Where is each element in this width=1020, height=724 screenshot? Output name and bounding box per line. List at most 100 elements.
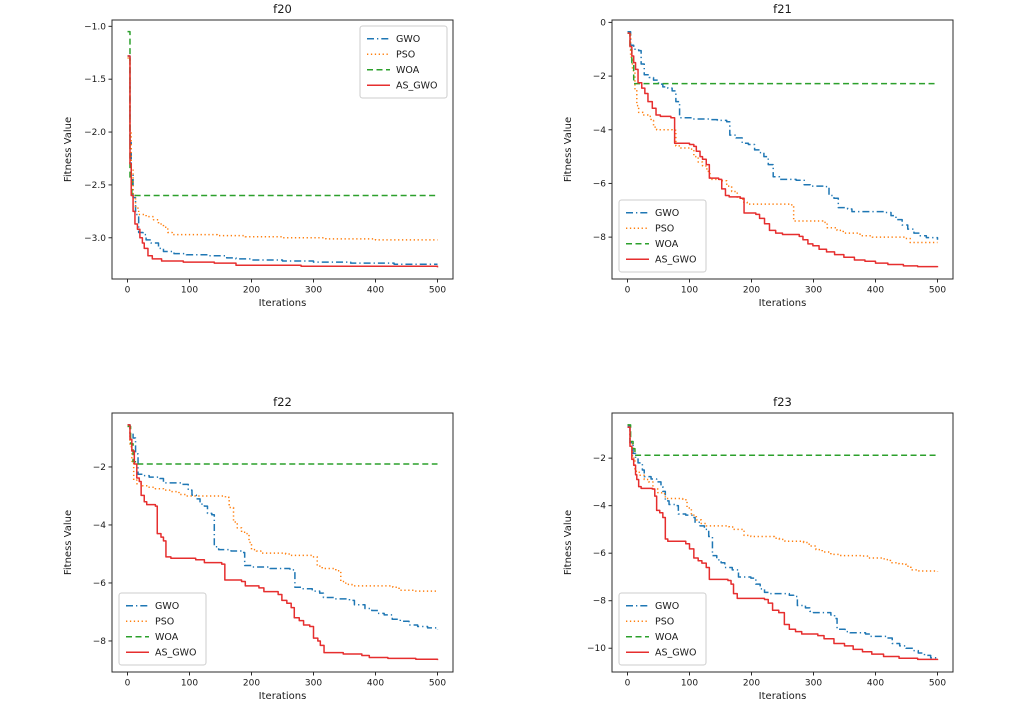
x-axis-label: Iterations	[259, 298, 307, 309]
x-tick-label: 200	[743, 286, 760, 296]
series-line-GWO	[127, 55, 438, 265]
x-tick-label: 200	[743, 679, 760, 689]
y-tick-label: −1.5	[84, 75, 106, 85]
legend-label-AS_GWO: AS_GWO	[396, 80, 438, 91]
y-axis-label: Fitness Value	[563, 510, 574, 575]
chart-panel-bottom-left: f22 0 100 200 300 400 500 −2 −4 −6 −8 Iterations Fit…	[58, 393, 478, 723]
legend-label-PSO: PSO	[396, 49, 415, 60]
y-tick-label: −8	[593, 233, 607, 243]
chart-svg: f22 0 100 200 300 400 500 −2 −4 −6 −8 Iterations Fit…	[63, 395, 454, 702]
chart-panel-top-right: f21 0 100 200 300 400 500 0 −2 −4 −6 −8 Iterations Fi…	[558, 0, 978, 330]
chart-svg: f23 0 100 200 300 400 500 −2 −4 −6 −8 −10 Iterations…	[563, 395, 954, 702]
y-tick-label: −4	[93, 521, 107, 531]
chart-title: f23	[773, 395, 792, 409]
x-tick-label: 500	[929, 679, 946, 689]
chart-title: f22	[273, 395, 292, 409]
y-tick-label: −4	[593, 126, 607, 136]
x-tick-label: 400	[367, 286, 384, 296]
x-tick-label: 100	[681, 679, 698, 689]
legend-label-PSO: PSO	[655, 223, 674, 234]
series-line-WOA	[127, 425, 438, 465]
chart-svg: f20 0 100 200 300 400 500 −1.0 −1.5 −2.0 −2.5 −3.0 I…	[63, 2, 454, 309]
chart-panel-top-left: f20 0 100 200 300 400 500 −1.0 −1.5 −2.0 −2.5 −3.0 I…	[58, 0, 478, 330]
y-tick-label: −10	[587, 644, 606, 654]
y-tick-label: −1.0	[84, 22, 106, 32]
x-tick-label: 400	[867, 679, 884, 689]
x-tick-label: 0	[625, 679, 631, 689]
legend-label-PSO: PSO	[155, 616, 174, 627]
series-line-AS_GWO	[127, 424, 439, 661]
series-line-WOA	[627, 424, 939, 457]
y-tick-label: −8	[93, 637, 107, 647]
x-tick-label: 0	[625, 286, 631, 296]
plot-border	[611, 412, 954, 673]
y-tick-label: −2	[93, 463, 106, 473]
y-axis-label: Fitness Value	[63, 510, 74, 575]
y-tick-label: −4	[593, 502, 607, 512]
y-tick-label: −6	[593, 179, 607, 189]
legend-label-GWO: GWO	[155, 601, 179, 612]
legend: GWO PSO WOA AS_GWO	[618, 592, 707, 666]
x-tick-label: 100	[681, 286, 698, 296]
legend-box	[118, 592, 207, 666]
x-tick-label: 500	[929, 286, 946, 296]
x-tick-label: 0	[125, 286, 131, 296]
series-line-GWO	[627, 31, 939, 240]
legend-label-GWO: GWO	[396, 34, 420, 45]
legend-box	[618, 592, 707, 666]
plot-border	[611, 19, 954, 280]
legend-label-WOA: WOA	[155, 632, 179, 643]
y-tick-label: −2	[593, 454, 606, 464]
chart-panel-bottom-right: f23 0 100 200 300 400 500 −2 −4 −6 −8 −10 Iterations…	[558, 393, 978, 723]
x-tick-label: 300	[805, 679, 822, 689]
legend-label-WOA: WOA	[396, 65, 420, 76]
legend: GWO PSO WOA AS_GWO	[618, 199, 707, 273]
y-tick-label: −2.5	[84, 181, 106, 191]
x-tick-label: 500	[429, 679, 446, 689]
x-tick-label: 500	[429, 286, 446, 296]
x-tick-label: 400	[867, 286, 884, 296]
legend-label-AS_GWO: AS_GWO	[155, 647, 197, 658]
series-line-WOA	[627, 32, 939, 85]
x-tick-label: 0	[125, 679, 131, 689]
plot-border	[111, 19, 454, 280]
x-axis-label: Iterations	[759, 298, 807, 309]
legend-label-GWO: GWO	[655, 208, 679, 219]
y-tick-label: −3.0	[84, 234, 106, 244]
chart-title: f20	[273, 2, 292, 16]
series-line-GWO	[627, 425, 939, 659]
x-tick-label: 100	[181, 679, 198, 689]
legend-label-WOA: WOA	[655, 632, 679, 643]
series-line-AS_GWO	[127, 55, 439, 268]
chart-svg: f21 0 100 200 300 400 500 0 −2 −4 −6 −8 Iterations Fi…	[563, 2, 954, 309]
chart-title: f21	[773, 2, 792, 16]
legend-box	[618, 199, 707, 273]
x-tick-label: 300	[305, 679, 322, 689]
series-line-AS_GWO	[627, 426, 939, 661]
y-axis-label: Fitness Value	[63, 117, 74, 182]
y-axis-label: Fitness Value	[563, 117, 574, 182]
y-tick-label: −8	[593, 597, 607, 607]
series-line-WOA	[127, 30, 438, 197]
legend: GWO PSO WOA AS_GWO	[118, 592, 207, 666]
x-axis-label: Iterations	[759, 691, 807, 702]
x-tick-label: 400	[367, 679, 384, 689]
series-line-PSO	[627, 424, 939, 572]
y-tick-label: 0	[600, 18, 606, 28]
legend-label-WOA: WOA	[655, 239, 679, 250]
y-tick-label: −6	[593, 549, 607, 559]
series-line-PSO	[627, 32, 938, 244]
y-tick-label: −2.0	[84, 128, 106, 138]
legend-label-AS_GWO: AS_GWO	[655, 647, 697, 658]
x-tick-label: 200	[243, 679, 260, 689]
legend-label-GWO: GWO	[655, 601, 679, 612]
x-tick-label: 200	[243, 286, 260, 296]
legend: GWO PSO WOA AS_GWO	[359, 25, 448, 99]
legend-box	[359, 25, 448, 99]
series-line-PSO	[127, 425, 439, 592]
series-line-GWO	[127, 424, 439, 630]
y-tick-label: −6	[93, 579, 107, 589]
legend-label-AS_GWO: AS_GWO	[655, 254, 697, 265]
x-tick-label: 300	[305, 286, 322, 296]
